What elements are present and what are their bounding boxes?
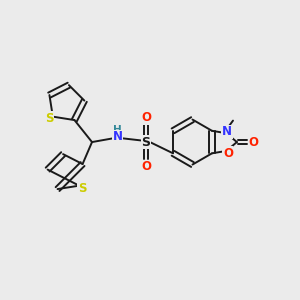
Text: S: S (142, 136, 151, 148)
Text: S: S (45, 112, 53, 125)
Text: O: O (223, 147, 233, 160)
Text: N: N (112, 130, 122, 143)
Text: O: O (141, 111, 151, 124)
Text: H: H (113, 125, 122, 135)
Text: O: O (141, 160, 151, 173)
Text: N: N (222, 125, 232, 138)
Text: S: S (78, 182, 86, 195)
Text: O: O (248, 136, 258, 148)
